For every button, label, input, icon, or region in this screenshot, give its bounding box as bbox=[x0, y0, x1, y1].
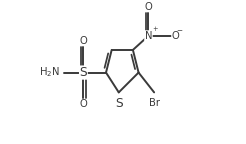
Text: +: + bbox=[152, 26, 158, 32]
Text: N: N bbox=[145, 31, 152, 41]
Text: O: O bbox=[172, 31, 180, 41]
Text: S: S bbox=[115, 97, 123, 110]
Text: H$_2$N: H$_2$N bbox=[39, 66, 60, 79]
Text: O: O bbox=[79, 36, 87, 46]
Text: O: O bbox=[145, 2, 152, 12]
Text: −: − bbox=[176, 28, 182, 34]
Text: Br: Br bbox=[149, 98, 160, 108]
Text: O: O bbox=[79, 99, 87, 109]
Text: S: S bbox=[79, 66, 87, 79]
